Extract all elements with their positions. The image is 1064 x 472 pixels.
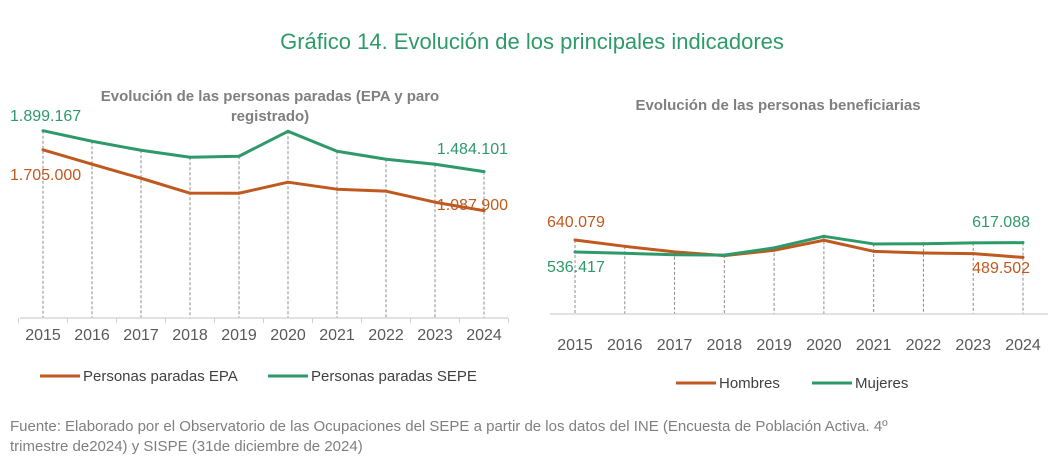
data-point	[188, 191, 192, 195]
data-point	[335, 187, 339, 191]
data-point	[433, 162, 437, 166]
data-point	[237, 191, 241, 195]
x-tick-label: 2021	[856, 337, 892, 354]
x-tick-label: 2022	[906, 337, 942, 354]
data-point	[673, 250, 677, 254]
chart-beneficiarias: Evolución de las personas beneficiarias 2…	[547, 97, 1048, 392]
series-line-personas-paradas-sepe	[42, 129, 485, 174]
data-point	[482, 209, 486, 213]
data-point	[41, 129, 45, 133]
data-point	[188, 155, 192, 159]
legend-label: Hombres	[719, 375, 780, 392]
x-tick-label: 2015	[25, 327, 61, 344]
data-point	[921, 242, 925, 246]
chart-title-line: Evolución de las personas paradas (EPA y…	[101, 88, 439, 105]
data-point	[673, 253, 677, 257]
data-point	[971, 241, 975, 245]
x-tick-label: 2019	[221, 327, 257, 344]
data-label-last: 489.502	[972, 260, 1030, 277]
footer-line-1: Fuente: Elaborado por el Observatorio de…	[10, 418, 888, 435]
x-tick-label: 2020	[270, 327, 306, 344]
x-tick-label: 2023	[955, 337, 991, 354]
series-line-mujeres	[574, 234, 1024, 257]
data-point	[335, 149, 339, 153]
x-tick-label: 2018	[707, 337, 743, 354]
data-point	[623, 244, 627, 248]
data-point	[822, 234, 826, 238]
data-point	[482, 170, 486, 174]
x-tick-label: 2022	[368, 327, 404, 344]
data-point	[921, 251, 925, 255]
data-point	[573, 238, 577, 242]
data-point	[237, 154, 241, 158]
data-point	[971, 252, 975, 256]
data-label-first: 640.079	[547, 214, 605, 231]
data-point	[139, 148, 143, 152]
figure-title: Gráfico 14. Evolución de los principales…	[280, 29, 784, 54]
data-label-first: 1.899.167	[10, 108, 81, 125]
data-point	[772, 246, 776, 250]
data-point	[433, 200, 437, 204]
data-label-last: 1.087.900	[437, 197, 508, 214]
data-point	[384, 157, 388, 161]
x-tick-label: 2024	[466, 327, 502, 344]
chart-title-line: Evolución de las personas beneficiarias	[635, 97, 920, 114]
data-point	[623, 251, 627, 255]
legend-label: Personas paradas SEPE	[311, 368, 477, 385]
data-point	[1021, 241, 1025, 245]
data-label-last: 1.484.101	[437, 141, 508, 158]
data-point	[90, 162, 94, 166]
data-point	[384, 189, 388, 193]
data-point	[1021, 255, 1025, 259]
series-line-hombres	[574, 238, 1024, 259]
x-tick-label: 2018	[172, 327, 208, 344]
x-tick-label: 2024	[1005, 337, 1041, 354]
series-line-personas-paradas-epa	[42, 148, 485, 213]
legend-label: Personas paradas EPA	[83, 368, 238, 385]
data-point	[772, 248, 776, 252]
x-tick-label: 2017	[657, 337, 693, 354]
x-tick-label: 2021	[319, 327, 355, 344]
x-tick-label: 2015	[557, 337, 593, 354]
data-label-first: 1.705.000	[10, 167, 81, 184]
legend-label: Mujeres	[855, 375, 908, 392]
data-point	[90, 139, 94, 143]
data-point	[822, 238, 826, 242]
footer-line-2: trimestre de2024) y SISPE (31de diciembr…	[10, 438, 363, 455]
x-tick-label: 2016	[607, 337, 643, 354]
chart-paradas: Evolución de las personas paradas (EPA y…	[10, 88, 509, 385]
data-point	[722, 253, 726, 257]
data-point	[139, 176, 143, 180]
data-label-first: 536.417	[547, 259, 605, 276]
data-point	[41, 148, 45, 152]
data-point	[286, 180, 290, 184]
data-point	[872, 249, 876, 253]
x-tick-label: 2017	[123, 327, 159, 344]
x-tick-label: 2016	[74, 327, 110, 344]
data-point	[286, 129, 290, 133]
x-tick-label: 2023	[417, 327, 453, 344]
data-label-last: 617.088	[972, 214, 1030, 231]
data-point	[573, 250, 577, 254]
data-point	[872, 242, 876, 246]
x-tick-label: 2020	[806, 337, 842, 354]
chart-title-line: registrado)	[231, 108, 309, 125]
x-tick-label: 2019	[756, 337, 792, 354]
